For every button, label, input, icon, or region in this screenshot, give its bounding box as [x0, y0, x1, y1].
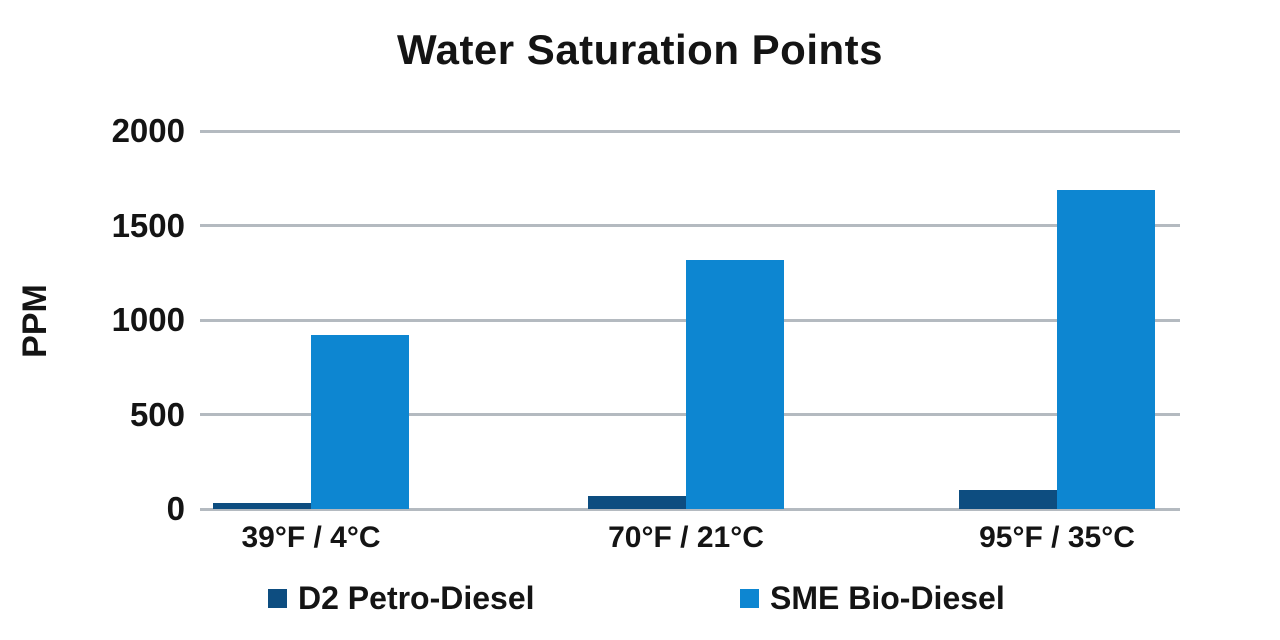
- legend-item-d2-petro-diesel: D2 Petro-Diesel: [268, 578, 535, 618]
- y-tick-1000: 1000: [111, 301, 185, 338]
- bar-d2-petro-diesel-group3: [959, 490, 1057, 509]
- x-category-label-3: 95°F / 35°C: [979, 521, 1135, 554]
- y-tick-500: 500: [129, 395, 185, 433]
- bar-sme-bio-diesel-group1: [311, 335, 409, 509]
- legend-swatch-icon: [268, 588, 287, 608]
- legend-swatch-icon: [740, 588, 759, 608]
- y-tick-2000: 2000: [111, 112, 185, 149]
- x-category-label-1: 39°F / 4°C: [241, 521, 381, 554]
- bar-d2-petro-diesel-group1: [213, 503, 311, 509]
- bar-sme-bio-diesel-group3: [1057, 189, 1155, 509]
- chart-legend: D2 Petro-Diesel SME Bio-Diesel: [0, 578, 1280, 622]
- bar-sme-bio-diesel-group2: [686, 259, 784, 509]
- legend-label: SME Bio-Diesel: [770, 580, 1005, 616]
- legend-label: D2 Petro-Diesel: [298, 580, 535, 616]
- gridline-1500: [200, 224, 1180, 227]
- plot-area: [200, 129, 1180, 511]
- y-tick-0: 0: [166, 490, 185, 527]
- y-tick-1500: 1500: [111, 206, 185, 244]
- gridline-2000: [200, 129, 1180, 133]
- chart-title: Water Saturation Points: [397, 26, 883, 73]
- gridline-0: [200, 507, 1180, 511]
- legend-item-sme-bio-diesel: SME Bio-Diesel: [740, 578, 1005, 618]
- bar-d2-petro-diesel-group2: [588, 495, 686, 509]
- x-category-label-2: 70°F / 21°C: [608, 521, 764, 554]
